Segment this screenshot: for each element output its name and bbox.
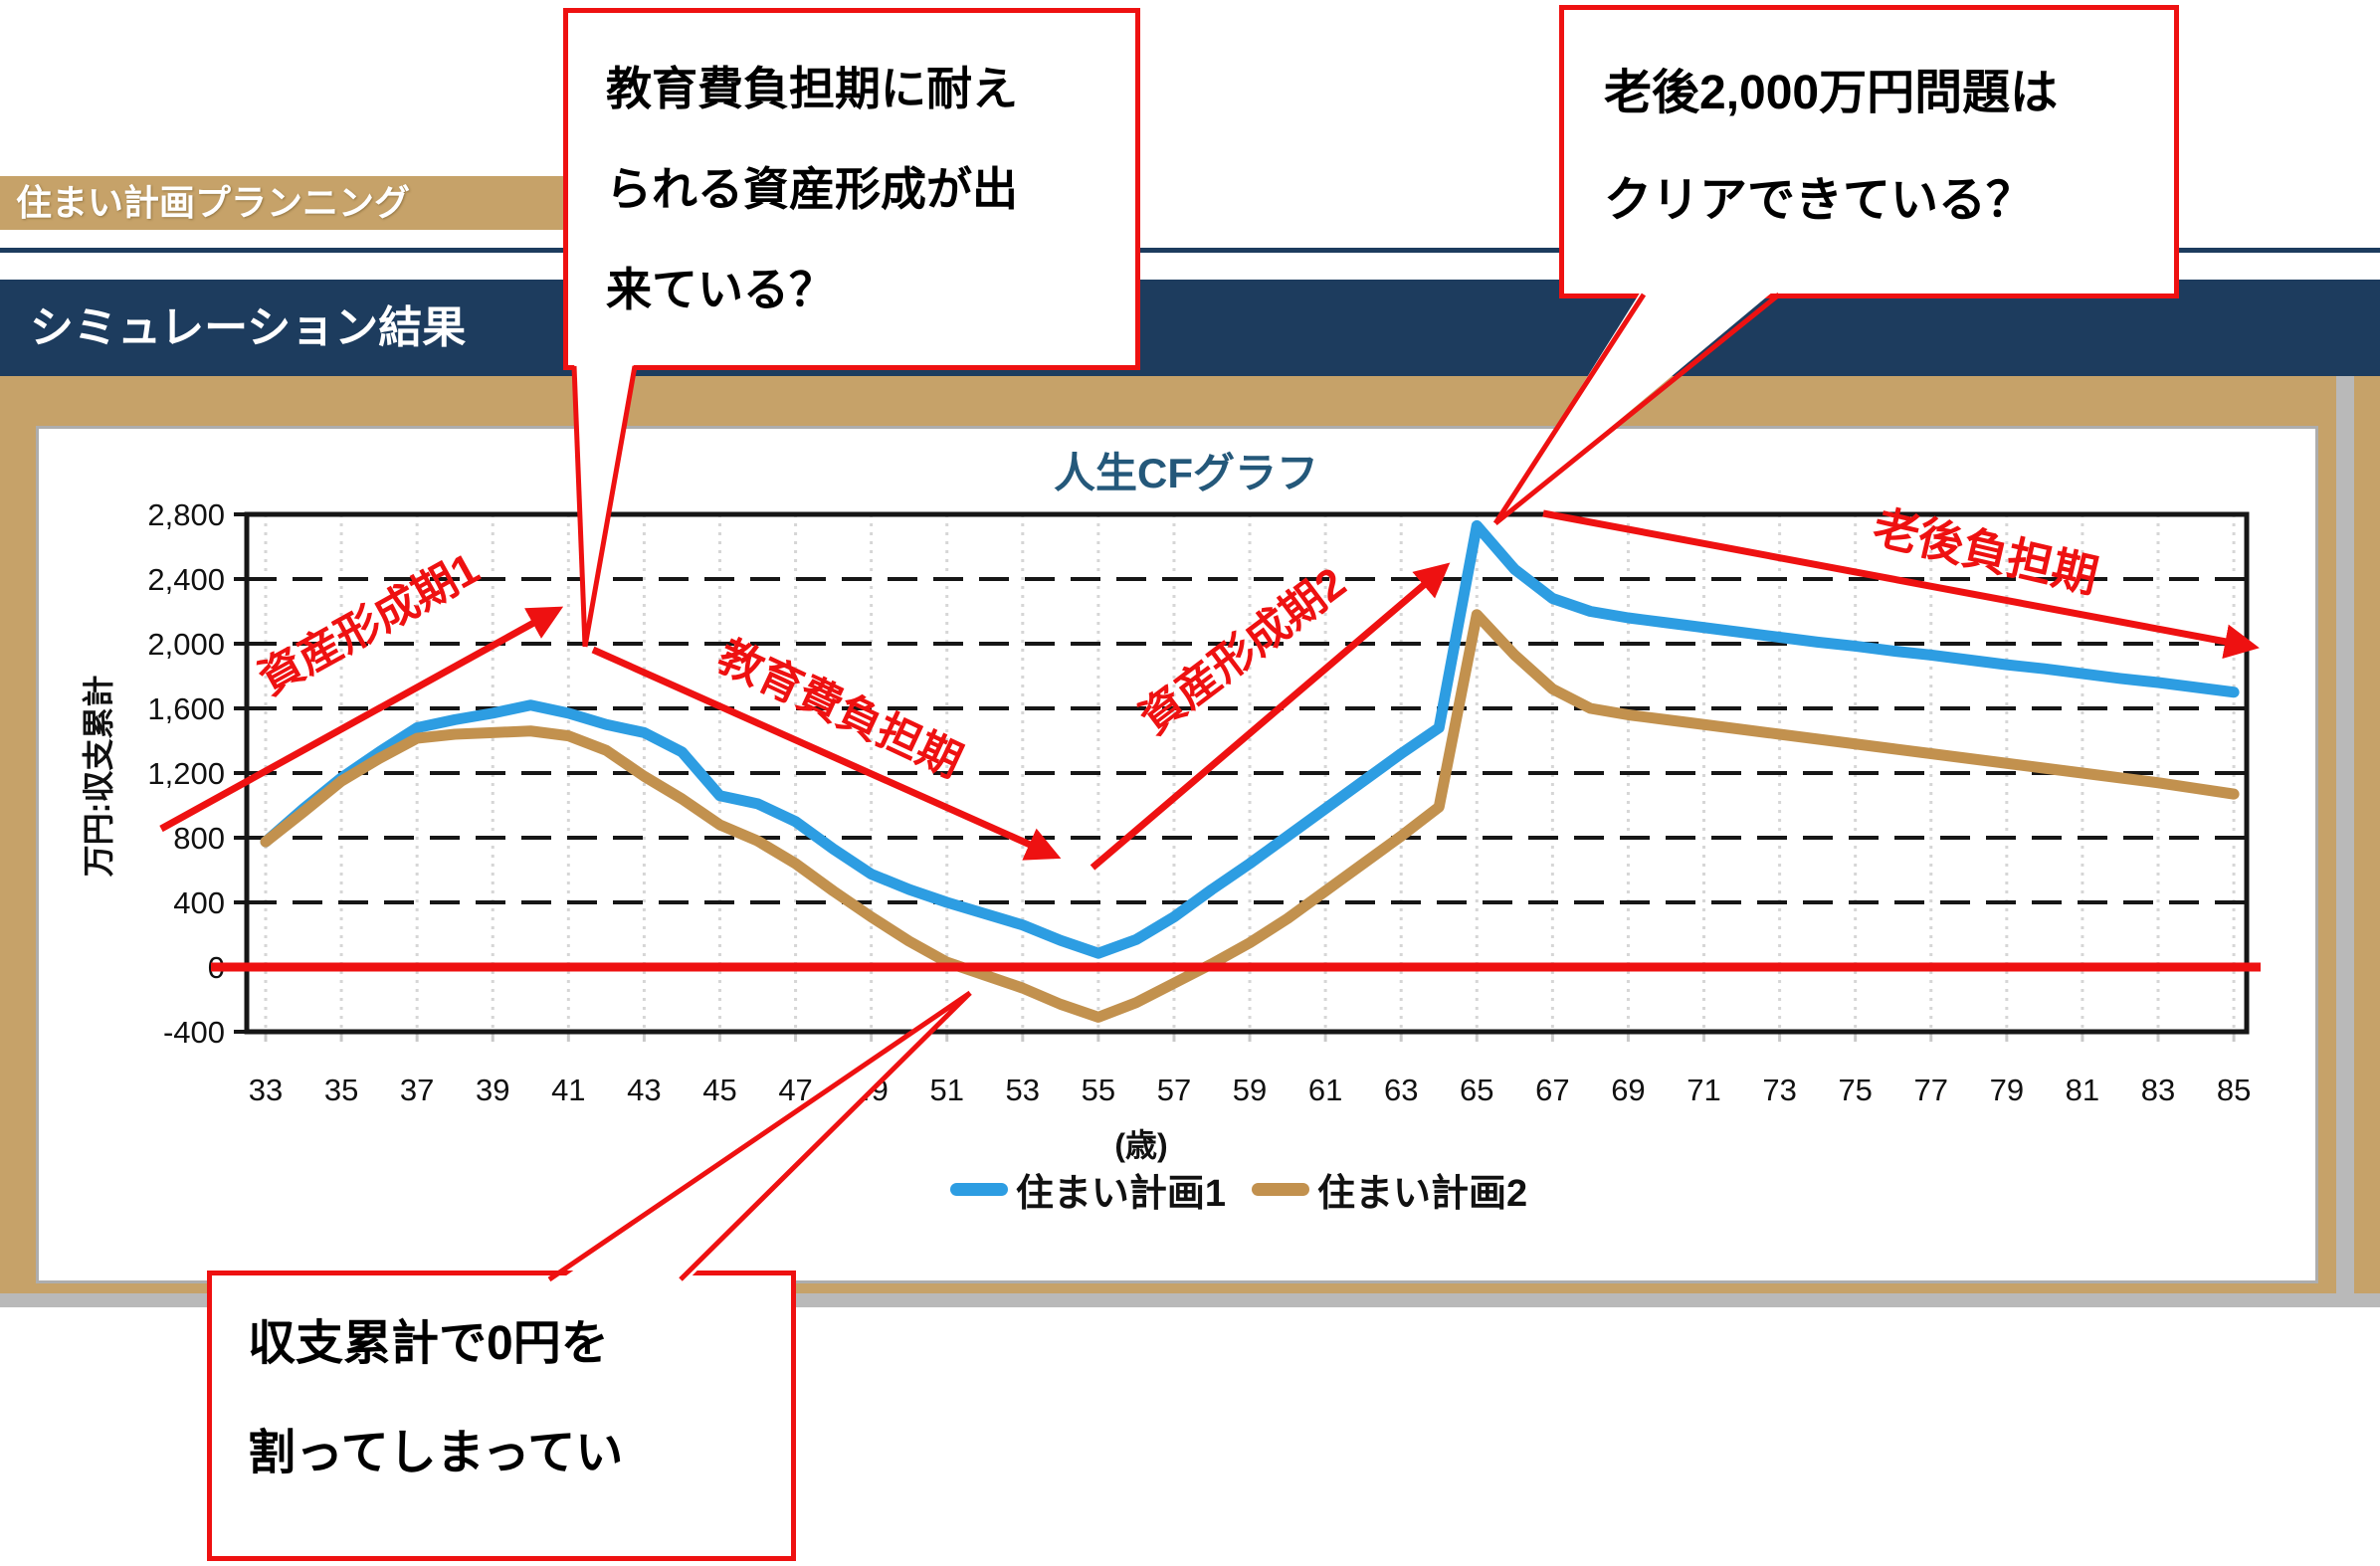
section-title: シミュレーション結果	[30, 303, 467, 352]
callout-zero-line1: 収支累計で0円を	[248, 1317, 609, 1370]
legend-item-plan2: 住まい計画2	[1252, 1162, 1527, 1217]
y-axis-title: 万円:収支累計	[81, 675, 116, 878]
legend-item-plan1: 住まい計画1	[949, 1162, 1226, 1217]
callout-education-line3: 来ている？	[606, 264, 835, 315]
callout-education-cost: 教育費負担期に耐え られる資産形成が出 来ている？	[563, 8, 1140, 370]
callout-zero-balance: 収支累計で0円を 割ってしまってい	[207, 1271, 796, 1561]
divider-rule	[0, 248, 2380, 253]
callout-retirement-line2: クリアできている？	[1604, 174, 2035, 227]
chart-panel	[36, 426, 2318, 1283]
legend-label-plan1: 住まい計画1	[1015, 1173, 1226, 1215]
chart-legend: 住まい計画1 住まい計画2	[741, 1162, 1736, 1217]
callout-retirement-2000: 老後2,000万円問題は クリアできている？	[1559, 5, 2179, 298]
callout-zero-line2: 割ってしまってい	[248, 1427, 624, 1479]
chart-title: 人生CFグラフ	[1054, 450, 1318, 496]
callout-education-line2: られる資産形成が出	[606, 163, 1018, 215]
frame-right-edge	[2336, 376, 2354, 1307]
plan1-line-swatch	[949, 1183, 1008, 1196]
plan2-line-swatch	[1252, 1183, 1309, 1196]
legend-label-plan2: 住まい計画2	[1317, 1173, 1528, 1215]
callout-retirement-line1: 老後2,000万円問題は	[1604, 67, 2059, 119]
callout-education-line1: 教育費負担期に耐え	[606, 63, 1018, 114]
app-title: 住まい計画プランニング	[16, 182, 411, 223]
